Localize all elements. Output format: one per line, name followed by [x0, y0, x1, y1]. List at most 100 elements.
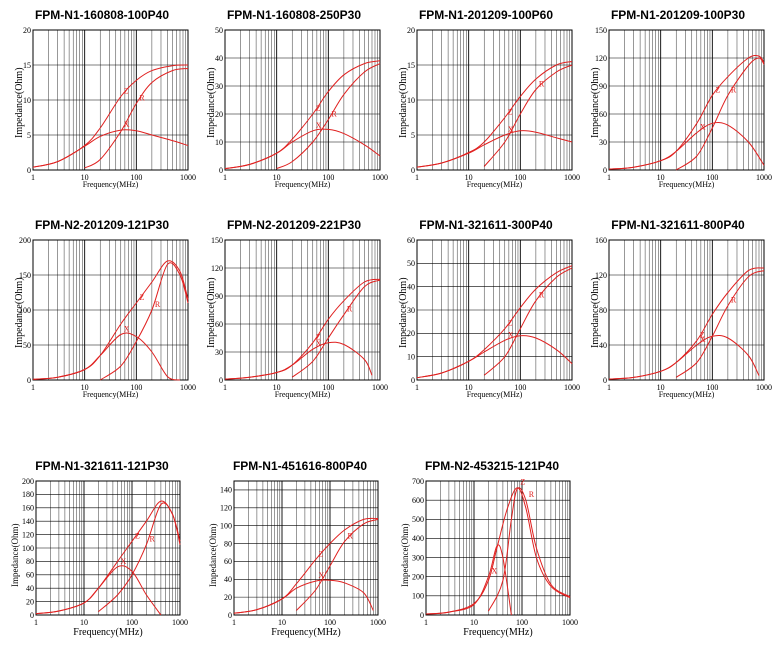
series-label-r: R [529, 490, 535, 499]
y-tick-label: 20 [407, 329, 415, 338]
series-label-r: R [331, 110, 337, 119]
y-tick-label: 0 [420, 611, 424, 620]
x-axis-label: Frequency(MHz) [463, 627, 533, 638]
x-tick-label: 1000 [372, 173, 388, 182]
x-tick-label: 100 [516, 618, 528, 627]
x-tick-label: 10 [278, 618, 286, 627]
y-tick-label: 90 [599, 82, 607, 91]
x-axis-label: Frequency(MHz) [271, 627, 341, 638]
x-tick-label: 1 [424, 618, 428, 627]
series-line-z [425, 487, 571, 615]
series-label-z: Z [319, 550, 324, 559]
y-tick-label: 15 [23, 61, 31, 70]
chart-plot: 0 20 40 60 80 100 120 140 160 180 200 1 10 100 1000 Z X R [22, 477, 188, 627]
chart-plot: 0 50 100 150 200 1 10 100 1000 Z X R [19, 236, 196, 392]
y-tick-label: 10 [407, 96, 415, 105]
x-tick-label: 100 [130, 173, 142, 182]
y-tick-label: 0 [30, 611, 34, 620]
y-tick-label: 120 [220, 504, 232, 513]
series-label-r: R [347, 532, 353, 541]
y-tick-label: 150 [595, 26, 607, 35]
x-tick-label: 10 [465, 383, 473, 392]
series-line-r [84, 68, 189, 169]
series-line-r [675, 270, 765, 378]
y-tick-label: 50 [215, 26, 223, 35]
series-line-x [224, 128, 381, 170]
chart-title: FPM-N1-160808-100P40 [34, 8, 170, 22]
y-tick-label: 700 [412, 477, 424, 486]
y-tick-label: 200 [19, 236, 31, 245]
series-line-x [416, 130, 573, 168]
y-tick-label: 80 [224, 539, 232, 548]
x-tick-label: 10 [657, 173, 665, 182]
series-label-z: Z [124, 87, 129, 96]
x-axis-label: Frequency(MHz) [274, 180, 331, 189]
x-tick-label: 100 [322, 383, 334, 392]
plot-frame [425, 480, 571, 616]
chart-plot: 0 100 200 300 400 500 600 700 1 10 100 1000 Z X R [412, 477, 578, 627]
chart-panel-1: FPM-N1-160808-100P40 Impedance(Ohm) 0 5 10… [14, 8, 196, 193]
chart-plot: 0 10 20 30 40 50 60 1 10 100 1000 ZX R [407, 236, 580, 392]
y-tick-label: 5 [411, 131, 415, 140]
series-label-r: R [347, 305, 353, 314]
series-label-x: X [508, 330, 514, 339]
series-line-x [608, 122, 765, 170]
series-label-x: X [700, 123, 706, 132]
y-tick-label: 120 [595, 54, 607, 63]
y-tick-label: 120 [211, 264, 223, 273]
series-label-z: Z [700, 331, 705, 340]
chart-plot: 0 5 10 15 20 1 10 100 1000 ZX R [407, 26, 580, 182]
series-label-x: X [316, 339, 322, 348]
y-tick-label: 40 [224, 575, 232, 584]
y-tick-label: 40 [26, 584, 34, 593]
y-tick-label: 40 [407, 282, 415, 291]
x-tick-label: 10 [81, 173, 89, 182]
y-tick-label: 15 [407, 61, 415, 70]
series-label-z: Z [508, 319, 513, 328]
series-label-x: X [319, 571, 325, 580]
x-tick-label: 100 [514, 383, 526, 392]
y-tick-label: 160 [595, 236, 607, 245]
y-tick-label: 0 [228, 611, 232, 620]
chart-panel-2: FPM-N1-160808-250P30 Impedance(Ohm) 0 10 2… [206, 8, 388, 193]
y-tick-label: 20 [26, 597, 34, 606]
y-tick-label: 100 [412, 592, 424, 601]
chart-panel-10: FPM-N1-451616-800P40 Impedance(Ohm) 0 20 4… [208, 459, 388, 641]
chart-plot: 0 10 20 30 40 50 1 10 100 1000 ZXR [215, 26, 388, 182]
series-label-x: X [124, 325, 130, 334]
y-tick-label: 30 [599, 138, 607, 147]
plot-frame [416, 29, 573, 171]
x-tick-label: 1 [34, 618, 38, 627]
chart-title: FPM-N1-321611-300P40 [419, 218, 553, 232]
chart-title: FPM-N1-321611-121P30 [35, 459, 169, 473]
chart-plot: 0 30 60 90 120 150 1 10 100 1000 ZX R [211, 236, 388, 392]
y-tick-label: 30 [215, 82, 223, 91]
y-tick-label: 80 [26, 557, 34, 566]
y-tick-label: 140 [22, 517, 34, 526]
x-tick-label: 1 [415, 173, 419, 182]
x-tick-label: 1000 [180, 383, 196, 392]
x-tick-label: 100 [130, 383, 142, 392]
series-line-r [296, 518, 379, 611]
y-tick-label: 0 [603, 376, 607, 385]
x-axis-label: Frequency(MHz) [274, 390, 331, 399]
x-tick-label: 1000 [562, 618, 578, 627]
plot-frame [233, 480, 379, 616]
chart-title: FPM-N2-201209-221P30 [226, 218, 362, 232]
series-label-r: R [155, 300, 161, 309]
x-tick-label: 100 [126, 618, 138, 627]
chart-panel-3: FPM-N1-201209-100P60 Impedance(Ohm) 0 5 10… [398, 8, 580, 193]
x-tick-label: 1 [223, 383, 227, 392]
series-line-r [276, 63, 381, 170]
x-tick-label: 1 [607, 383, 611, 392]
y-tick-label: 100 [22, 544, 34, 553]
x-tick-label: 1000 [372, 383, 388, 392]
x-tick-label: 100 [324, 618, 336, 627]
series-line-x [608, 334, 760, 380]
y-tick-label: 0 [27, 376, 31, 385]
x-tick-label: 1000 [756, 173, 772, 182]
series-line-r [291, 279, 381, 378]
x-tick-label: 1000 [564, 383, 580, 392]
chart-plot: 0 20 40 60 80 100 120 140 1 10 100 1000 Z X R [220, 480, 386, 627]
x-tick-label: 1 [31, 173, 35, 182]
